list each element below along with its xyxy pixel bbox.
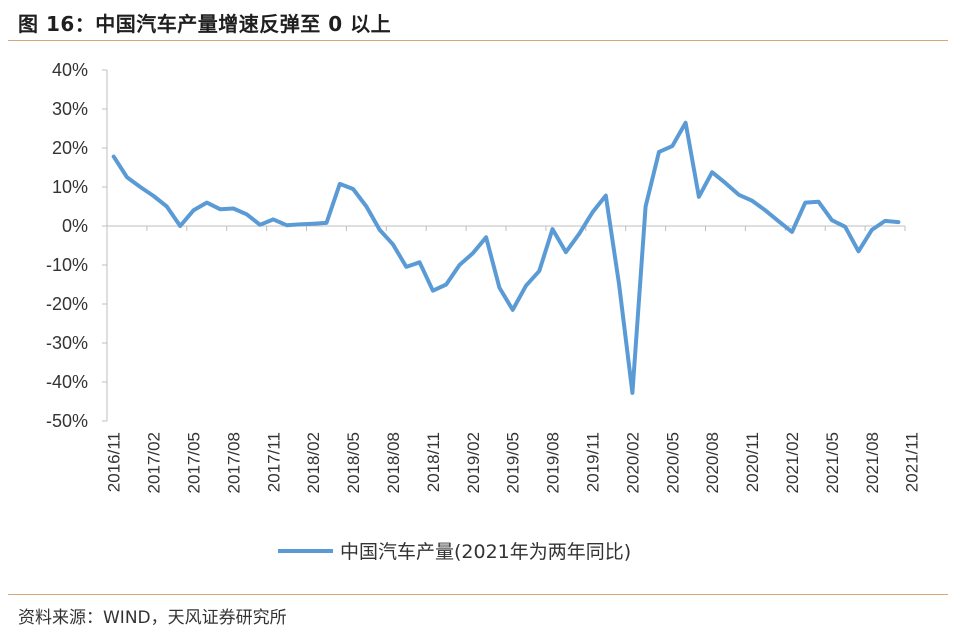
legend-label: 中国汽车产量(2021年为两年同比) — [340, 541, 631, 563]
x-tick-label: 2018/05 — [344, 432, 363, 493]
x-tick-label: 2020/02 — [623, 432, 642, 493]
y-tick-label: 10% — [52, 177, 88, 197]
top-divider — [8, 40, 948, 41]
y-tick-label: 30% — [52, 99, 88, 119]
y-tick-label: 20% — [52, 138, 88, 158]
x-tick-label: 2017/11 — [264, 432, 283, 492]
line-chart: 40% 30% 20% 10% 0% -10% -20% -30% -40% -50% 2016/… — [46, 60, 922, 563]
y-tick-label: -10% — [46, 255, 88, 275]
x-tick-label: 2017/02 — [145, 432, 164, 493]
x-tick-label: 2018/11 — [424, 432, 443, 492]
x-tick-label: 2019/05 — [504, 432, 523, 493]
source-note: 资料来源：WIND，天风证券研究所 — [18, 608, 287, 628]
x-tick-label: 2021/05 — [823, 432, 842, 493]
y-tick-label: -20% — [46, 294, 88, 314]
y-tick-label: -30% — [46, 333, 88, 353]
y-tick-label: 0% — [62, 216, 88, 236]
chart-title: 图 16：中国汽车产量增速反弹至 0 以上 — [18, 12, 392, 36]
x-tick-label: 2018/02 — [304, 432, 323, 493]
series — [111, 120, 901, 395]
x-tick-label: 2021/08 — [863, 432, 882, 493]
x-tick-label: 2020/08 — [703, 432, 722, 493]
x-tick-label: 2020/11 — [743, 432, 762, 492]
x-tick-label: 2017/05 — [184, 432, 203, 493]
x-tick-label: 2018/08 — [384, 432, 403, 493]
y-tick-label: -40% — [46, 372, 88, 392]
bottom-divider — [8, 594, 948, 595]
x-tick-label: 2019/11 — [583, 432, 602, 492]
x-axis-labels: 2016/11 2017/02 2017/05 2017/08 2017/11 2018/… — [105, 432, 922, 493]
y-axis-labels: 40% 30% 20% 10% 0% -10% -20% -30% -40% -50% — [46, 60, 88, 431]
x-tick-label: 2021/11 — [903, 432, 922, 492]
series-line-auto-production — [111, 120, 901, 395]
x-tick-label: 2017/08 — [224, 432, 243, 493]
y-tick-label: 40% — [52, 60, 88, 80]
x-tick-label: 2021/02 — [783, 432, 802, 493]
x-tick-label: 2019/02 — [464, 432, 483, 493]
y-tick-label: -50% — [46, 411, 88, 431]
x-tick-label: 2016/11 — [105, 432, 124, 492]
x-tick-label: 2019/08 — [544, 432, 563, 493]
legend: 中国汽车产量(2021年为两年同比) — [278, 541, 631, 563]
axes — [102, 69, 906, 422]
x-tick-label: 2020/05 — [663, 432, 682, 493]
